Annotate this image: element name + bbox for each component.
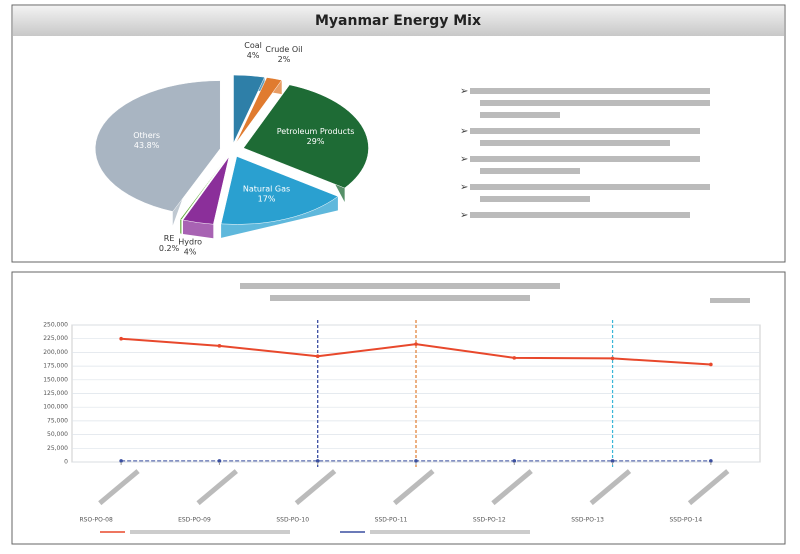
series-point — [709, 362, 713, 367]
svg-text:➢: ➢ — [460, 154, 468, 165]
pie-label: Coal — [244, 41, 262, 50]
pie-label: Others — [133, 131, 160, 140]
pie-value-label: 2% — [278, 55, 291, 64]
series-point — [217, 459, 222, 463]
y-tick-label: 50,000 — [47, 431, 68, 438]
y-tick-label: 0 — [64, 459, 68, 466]
series-point — [709, 459, 713, 463]
x-category-label: RSO-PO-08 — [79, 517, 113, 524]
x-category-label: SSD-PO-11 — [375, 517, 408, 524]
pie-label: Hydro — [178, 238, 202, 247]
series-point — [610, 459, 615, 463]
pie-value-label: 4% — [184, 248, 197, 257]
y-tick-label: 175,000 — [43, 363, 68, 370]
x-category-label: SSD-PO-14 — [669, 517, 702, 524]
series-point — [414, 342, 418, 346]
pie-slice — [235, 77, 283, 144]
y-tick-label: 100,000 — [43, 404, 68, 411]
panel-title: Myanmar Energy Mix — [315, 13, 481, 29]
y-tick-label: 25,000 — [47, 445, 68, 452]
series-point — [512, 356, 517, 360]
pie-label: Natural Gas — [243, 184, 290, 193]
legend-text — [130, 530, 290, 534]
x-date-label — [687, 469, 730, 506]
series-point — [610, 356, 615, 361]
y-tick-label: 125,000 — [43, 390, 68, 397]
svg-text:➢: ➢ — [460, 86, 468, 97]
pie-value-label: 4% — [247, 51, 260, 60]
pie-label: Crude Oil — [265, 45, 302, 54]
y-tick-label: 150,000 — [43, 376, 68, 383]
series-point — [119, 459, 123, 463]
x-category-label: SSD-PO-13 — [571, 517, 604, 524]
y-tick-label: 200,000 — [43, 349, 68, 356]
svg-text:➢: ➢ — [460, 182, 468, 193]
chart-heading-text — [240, 283, 750, 303]
pie-slice — [233, 74, 265, 144]
pie-value-label: 43.8% — [134, 141, 160, 150]
pie-slice-side — [180, 219, 182, 234]
x-date-label — [393, 469, 435, 506]
pie-label: RE — [164, 234, 175, 243]
x-category-label: SSD-PO-10 — [276, 517, 309, 524]
bullet-text — [470, 88, 710, 218]
x-date-label — [294, 469, 337, 506]
x-date-label — [589, 469, 632, 506]
x-date-label — [98, 469, 140, 506]
pie-value-label: 17% — [258, 194, 276, 203]
pie-slice — [243, 84, 369, 189]
pie-slice — [182, 156, 230, 225]
legend-text — [370, 530, 530, 534]
pie-value-label: 29% — [307, 137, 325, 146]
series-point — [217, 344, 222, 348]
pie-value-label: 0.2% — [159, 244, 180, 253]
y-tick-label: 250,000 — [43, 322, 68, 329]
bullet-markers: ➢ ➢ ➢ ➢ ➢ — [460, 86, 468, 221]
x-date-label — [196, 469, 238, 506]
series-point — [512, 459, 517, 463]
x-category-label: SSD-PO-12 — [473, 517, 506, 524]
svg-text:➢: ➢ — [460, 126, 468, 137]
x-date-label — [491, 469, 533, 506]
series-point — [315, 354, 320, 359]
svg-text:➢: ➢ — [460, 210, 468, 221]
x-category-label: ESD-PO-09 — [178, 517, 211, 524]
pie-slice-side — [183, 220, 214, 239]
series-point — [119, 336, 123, 341]
pie-slice — [179, 156, 228, 220]
pie-slice — [220, 156, 339, 225]
title-bar — [13, 6, 784, 36]
pie-slice — [94, 80, 221, 212]
series-point — [315, 459, 320, 463]
pie-label: Petroleum Products — [277, 127, 355, 136]
series-point — [414, 459, 418, 463]
y-tick-label: 75,000 — [47, 417, 68, 424]
y-tick-label: 225,000 — [43, 335, 68, 342]
